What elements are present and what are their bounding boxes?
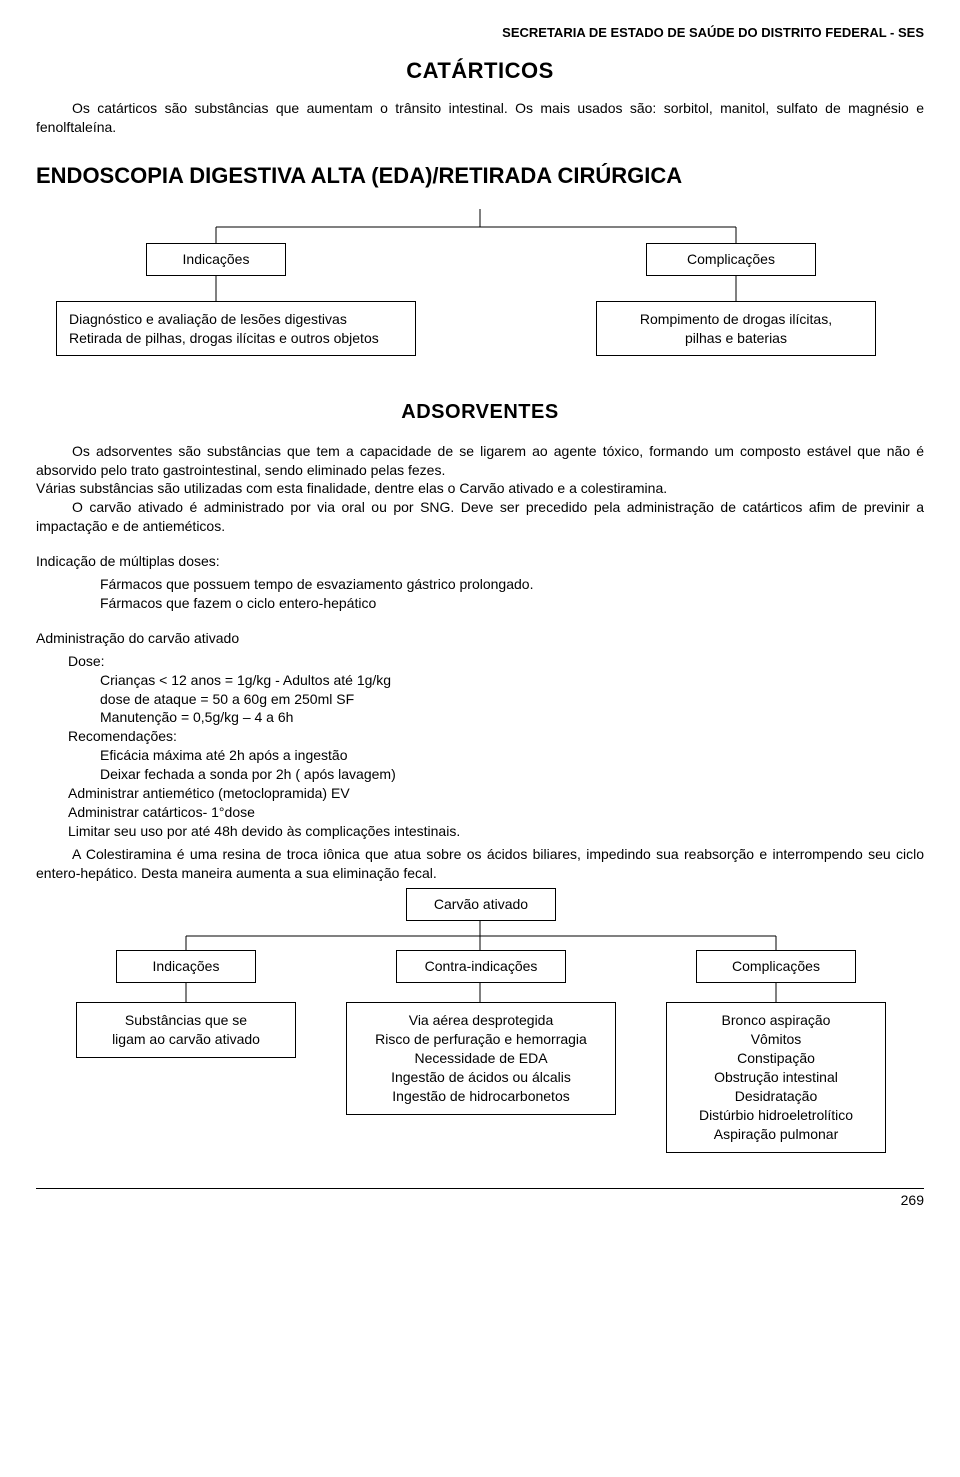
carvao-top: Carvão ativado <box>406 888 556 921</box>
mult-doses-label: Indicação de múltiplas doses: <box>36 552 924 571</box>
eda-box-complicacoes: Complicações <box>646 243 816 276</box>
title-adsorventes: ADSORVENTES <box>36 399 924 426</box>
title-catarticos: CATÁRTICOS <box>36 56 924 86</box>
mult-doses-1: Fármacos que possuem tempo de esvaziamen… <box>100 575 924 594</box>
title-eda: ENDOSCOPIA DIGESTIVA ALTA (EDA)/RETIRADA… <box>36 161 924 191</box>
carvao-flowchart: Carvão ativado Indicações Contra-indicaç… <box>36 888 924 1168</box>
carvao-h1: Indicações <box>116 950 256 983</box>
admin-label: Administração do carvão ativado <box>36 629 924 648</box>
adsorventes-p3: O carvão ativado é administrado por via … <box>36 498 924 536</box>
intro-catarticos: Os catárticos são substâncias que aument… <box>36 99 924 137</box>
dose-1: Crianças < 12 anos = 1g/kg - Adultos até… <box>100 671 924 690</box>
adsorventes-p2: Várias substâncias são utilizadas com es… <box>36 479 924 498</box>
eda-box-complicacoes-body: Rompimento de drogas ilícitas, pilhas e … <box>596 301 876 357</box>
dose-2: dose de ataque = 50 a 60g em 250ml SF <box>100 690 924 709</box>
dose-label: Dose: <box>68 652 924 671</box>
eda-box-indicacoes: Indicações <box>146 243 286 276</box>
rec-4: Administrar catárticos- 1°dose <box>68 803 924 822</box>
footer-rule <box>36 1188 924 1189</box>
carvao-b2: Via aérea desprotegida Risco de perfuraç… <box>346 1002 616 1114</box>
page-number: 269 <box>36 1191 924 1210</box>
rec-3: Administrar antiemético (metoclopramida)… <box>68 784 924 803</box>
carvao-h2: Contra-indicações <box>396 950 566 983</box>
eda-box-indicacoes-body: Diagnóstico e avaliação de lesões digest… <box>56 301 416 357</box>
carvao-h3: Complicações <box>696 950 856 983</box>
adsorventes-p1: Os adsorventes são substâncias que tem a… <box>36 442 924 480</box>
admin-carvao-block: Administração do carvão ativado Dose: Cr… <box>36 629 924 841</box>
rec-5: Limitar seu uso por até 48h devido às co… <box>68 822 924 841</box>
multiplas-doses-block: Indicação de múltiplas doses: Fármacos q… <box>36 552 924 613</box>
rec-1: Eficácia máxima até 2h após a ingestão <box>100 746 924 765</box>
colestiramina-p: A Colestiramina é uma resina de troca iô… <box>36 845 924 883</box>
rec-2: Deixar fechada a sonda por 2h ( após lav… <box>100 765 924 784</box>
eda-flowchart: Indicações Complicações Diagnóstico e av… <box>36 209 924 379</box>
mult-doses-2: Fármacos que fazem o ciclo entero-hepáti… <box>100 594 924 613</box>
dose-3: Manutenção = 0,5g/kg – 4 a 6h <box>100 708 924 727</box>
intro-text: Os catárticos são substâncias que aument… <box>36 100 924 135</box>
page-header: SECRETARIA DE ESTADO DE SAÚDE DO DISTRIT… <box>36 24 924 42</box>
carvao-b3: Bronco aspiração Vômitos Constipação Obs… <box>666 1002 886 1152</box>
carvao-b1: Substâncias que se ligam ao carvão ativa… <box>76 1002 296 1058</box>
rec-label: Recomendações: <box>68 727 924 746</box>
